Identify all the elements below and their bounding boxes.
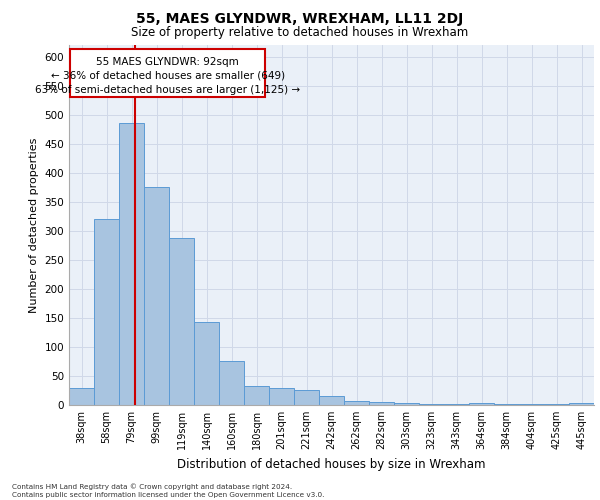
- Bar: [244, 386, 269, 405]
- Bar: [394, 402, 419, 405]
- Text: 63% of semi-detached houses are larger (1,125) →: 63% of semi-detached houses are larger (…: [35, 84, 301, 94]
- Bar: [269, 388, 294, 405]
- Bar: [94, 219, 119, 405]
- Bar: [444, 404, 469, 405]
- Bar: [219, 361, 244, 405]
- Text: 55 MAES GLYNDWR: 92sqm: 55 MAES GLYNDWR: 92sqm: [97, 57, 239, 67]
- Bar: [469, 402, 494, 405]
- Text: 55, MAES GLYNDWR, WREXHAM, LL11 2DJ: 55, MAES GLYNDWR, WREXHAM, LL11 2DJ: [136, 12, 464, 26]
- Bar: [419, 404, 444, 405]
- Bar: [544, 404, 569, 405]
- Bar: [344, 401, 369, 405]
- FancyBboxPatch shape: [70, 49, 265, 98]
- X-axis label: Distribution of detached houses by size in Wrexham: Distribution of detached houses by size …: [177, 458, 486, 470]
- Bar: [569, 402, 594, 405]
- Bar: [319, 396, 344, 405]
- Bar: [119, 124, 144, 405]
- Bar: [494, 404, 519, 405]
- Bar: [369, 402, 394, 405]
- Text: Size of property relative to detached houses in Wrexham: Size of property relative to detached ho…: [131, 26, 469, 39]
- Bar: [294, 390, 319, 405]
- Bar: [69, 388, 94, 405]
- Bar: [519, 404, 544, 405]
- Bar: [194, 322, 219, 405]
- Y-axis label: Number of detached properties: Number of detached properties: [29, 138, 39, 312]
- Bar: [169, 238, 194, 405]
- Text: Contains HM Land Registry data © Crown copyright and database right 2024.
Contai: Contains HM Land Registry data © Crown c…: [12, 484, 325, 498]
- Bar: [144, 188, 169, 405]
- Text: ← 36% of detached houses are smaller (649): ← 36% of detached houses are smaller (64…: [50, 71, 285, 81]
